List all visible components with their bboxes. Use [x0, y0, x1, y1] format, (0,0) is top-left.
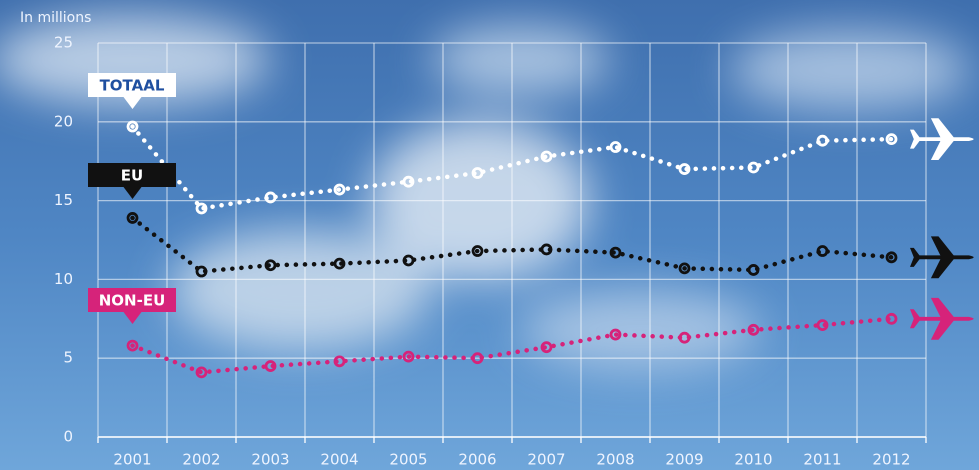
- point: [264, 259, 277, 272]
- point: [885, 133, 898, 146]
- x-tick-label: 2002: [182, 451, 220, 469]
- point: [885, 312, 898, 325]
- point: [195, 265, 208, 278]
- point: [609, 246, 622, 259]
- point: [816, 245, 829, 257]
- point: [816, 319, 829, 332]
- point: [609, 141, 622, 153]
- y-tick-label: 5: [63, 349, 73, 367]
- x-tick-label: 2011: [803, 451, 841, 469]
- x-tick-label: 2004: [320, 451, 358, 469]
- legend-tag: TOTAAL: [88, 73, 176, 109]
- point: [678, 331, 691, 344]
- point: [402, 175, 415, 188]
- point: [126, 339, 139, 352]
- legend-label: EU: [121, 167, 143, 185]
- point: [747, 323, 760, 336]
- point: [195, 202, 208, 215]
- x-tick-label: 2003: [251, 451, 289, 469]
- point: [747, 264, 760, 276]
- point: [264, 360, 277, 372]
- point: [264, 191, 277, 204]
- legend-tag-pointer: [123, 312, 142, 324]
- point: [333, 257, 346, 270]
- legend-label: NON-EU: [99, 292, 166, 310]
- point: [126, 212, 139, 224]
- point: [333, 355, 346, 368]
- point: [402, 254, 415, 267]
- x-tick-label: 2009: [665, 451, 703, 469]
- point: [747, 161, 760, 174]
- y-axis-label: In millions: [20, 10, 91, 26]
- y-tick-label: 25: [54, 34, 73, 52]
- point: [471, 245, 484, 257]
- x-tick-label: 2005: [389, 451, 427, 469]
- y-tick-label: 15: [54, 191, 73, 209]
- x-tick-label: 2010: [734, 451, 772, 469]
- x-tick-label: 2001: [113, 451, 151, 469]
- point: [333, 183, 346, 196]
- x-tick-label: 2008: [596, 451, 634, 469]
- legend-tag-pointer: [123, 97, 142, 109]
- point: [126, 120, 139, 133]
- point: [885, 251, 898, 264]
- point: [678, 262, 691, 275]
- legend-tag-box: [88, 163, 176, 187]
- legend-tag-box: [88, 288, 176, 312]
- point: [471, 352, 484, 365]
- legend-tag-pointer: [123, 187, 142, 199]
- y-tick-label: 10: [54, 270, 73, 288]
- point: [816, 134, 829, 147]
- x-tick-label: 2006: [458, 451, 496, 469]
- legend-tag-box: [88, 73, 176, 97]
- y-tick-label: 20: [54, 112, 73, 130]
- line: [130, 215, 894, 274]
- point: [402, 350, 415, 363]
- y-tick-label: 0: [63, 428, 73, 446]
- line: [130, 124, 894, 211]
- x-tick-label: 2007: [527, 451, 565, 469]
- x-tick-label: 2012: [872, 451, 910, 469]
- point: [195, 366, 208, 379]
- legend-label: TOTAAL: [100, 77, 165, 95]
- point: [609, 328, 622, 341]
- point: [540, 243, 553, 256]
- legend-tag: NON-EU: [88, 288, 176, 324]
- point: [471, 167, 484, 179]
- point: [540, 150, 553, 163]
- point: [678, 163, 691, 175]
- point: [540, 341, 553, 354]
- legend-tag: EU: [88, 163, 176, 199]
